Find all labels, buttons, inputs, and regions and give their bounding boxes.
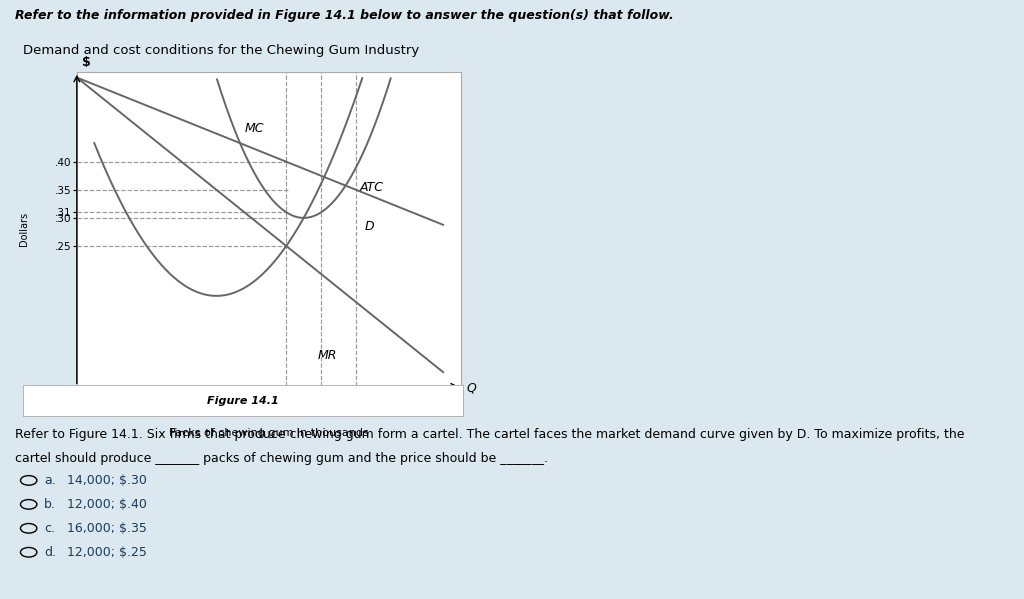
Text: Dollars: Dollars <box>19 212 30 246</box>
Text: Refer to the information provided in Figure 14.1 below to answer the question(s): Refer to the information provided in Fig… <box>15 9 674 22</box>
Text: Figure 14.1: Figure 14.1 <box>207 396 279 406</box>
Text: b.: b. <box>44 498 56 511</box>
Text: cartel should produce _______ packs of chewing gum and the price should be _____: cartel should produce _______ packs of c… <box>15 452 549 465</box>
Text: 12,000; $.40: 12,000; $.40 <box>67 498 146 511</box>
Text: D: D <box>365 220 375 233</box>
Text: d.: d. <box>44 546 56 559</box>
Text: Refer to Figure 14.1. Six firms that produce chewing gum form a cartel. The cart: Refer to Figure 14.1. Six firms that pro… <box>15 428 965 441</box>
Text: Packs of chewing gum in thousands: Packs of chewing gum in thousands <box>169 428 369 438</box>
Text: a.: a. <box>44 474 55 487</box>
Text: 12,000; $.25: 12,000; $.25 <box>67 546 146 559</box>
Text: Demand and cost conditions for the Chewing Gum Industry: Demand and cost conditions for the Chewi… <box>23 44 419 57</box>
Text: $: $ <box>82 56 91 69</box>
Text: 14,000; $.30: 14,000; $.30 <box>67 474 146 487</box>
Text: MR: MR <box>317 349 337 362</box>
Text: 16,000; $.35: 16,000; $.35 <box>67 522 146 535</box>
Text: Q: Q <box>466 382 476 395</box>
Text: ATC: ATC <box>359 180 384 193</box>
Text: MC: MC <box>245 122 264 135</box>
Text: 0: 0 <box>61 391 68 401</box>
Text: c.: c. <box>44 522 55 535</box>
